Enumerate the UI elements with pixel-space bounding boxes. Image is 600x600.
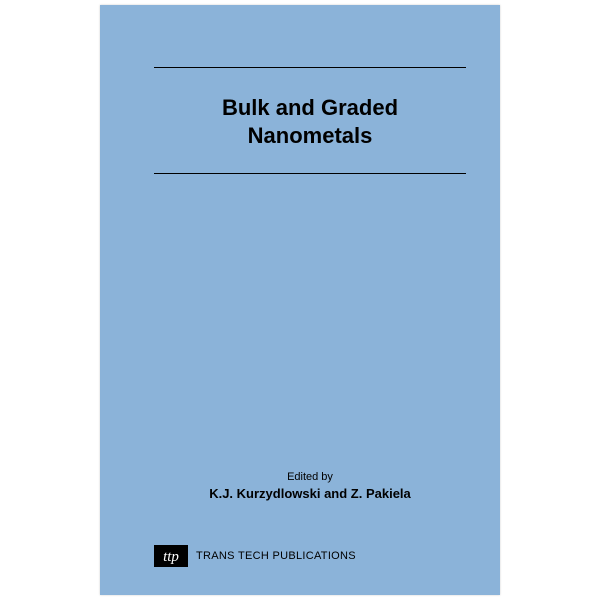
cover-inner: Bulk and Graded Nanometals Edited by K.J… [154,5,466,595]
book-cover: Bulk and Graded Nanometals Edited by K.J… [100,5,500,595]
publisher-bar: ttp TRANS TECH PUBLICATIONS [154,545,466,567]
bottom-rule [154,173,466,174]
editor-names: K.J. Kurzydlowski and Z. Pakiela [154,486,466,501]
title-block: Bulk and Graded Nanometals [154,94,466,149]
publisher-name: TRANS TECH PUBLICATIONS [196,550,356,562]
top-rule [154,67,466,68]
publisher-logo-icon: ttp [154,545,188,567]
title-line-1: Bulk and Graded [154,94,466,122]
title-line-2: Nanometals [154,122,466,150]
edited-by-label: Edited by [154,471,466,483]
editors-block: Edited by K.J. Kurzydlowski and Z. Pakie… [154,471,466,501]
logo-text: ttp [163,549,179,565]
